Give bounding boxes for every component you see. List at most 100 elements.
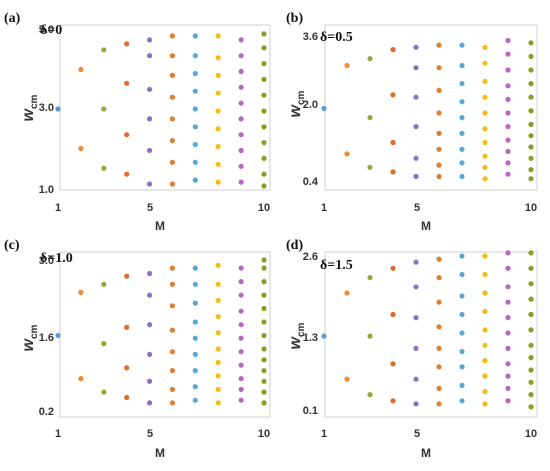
x-tick-10-d: 10 [525, 428, 537, 440]
data-point-c-m9-9 [238, 279, 244, 285]
data-point-b-m8-4 [482, 126, 488, 132]
data-point-c-m10-0 [261, 400, 267, 406]
data-point-c-m6-2 [169, 368, 175, 374]
data-point-b-m8-8 [482, 60, 488, 66]
data-point-a-m7-1 [192, 159, 198, 165]
data-point-d-m6-2 [436, 364, 442, 370]
data-point-b-m9-7 [505, 83, 511, 89]
data-point-a-m6-4 [169, 94, 175, 100]
data-point-d-m3-1 [367, 333, 373, 339]
data-point-c-m10-4 [261, 357, 267, 363]
data-point-b-m8-1 [482, 164, 488, 170]
data-point-d-m9-7 [505, 299, 511, 305]
data-point-a-m8-5 [215, 90, 221, 96]
data-point-c-m5-4 [147, 292, 153, 298]
data-point-c-m10-11 [261, 265, 267, 271]
data-point-a-m8-7 [215, 55, 221, 61]
data-point-c-m4-1 [124, 365, 130, 371]
data-point-a-m7-7 [192, 53, 198, 59]
y-tick-mid-a: 3.0 [39, 102, 54, 114]
data-point-d-m5-5 [413, 259, 419, 265]
data-point-d-m6-6 [436, 275, 442, 281]
data-point-a-m5-3 [147, 86, 153, 92]
data-point-d-m8-3 [482, 358, 488, 364]
data-point-c-m6-7 [169, 265, 175, 271]
data-point-d-m10-8 [528, 296, 534, 302]
data-point-c-m4-3 [124, 273, 130, 279]
data-point-b-m10-1 [528, 167, 534, 173]
data-point-c-m9-1 [238, 386, 244, 392]
panel-b: (b) δ=0.5 3.6 2.0 0.4 1 5 10 M wcm [286, 11, 538, 233]
data-point-c-m7-8 [192, 265, 198, 271]
y-tick-bottom-a: 1.0 [39, 184, 54, 196]
y-tick-mid-b: 2.0 [303, 99, 318, 111]
data-point-b-m7-6 [459, 81, 465, 87]
data-point-b-m10-4 [528, 133, 534, 139]
data-point-a-m10-8 [261, 61, 267, 67]
data-point-c-m8-4 [215, 346, 221, 352]
y-tick-top-d: 2.6 [303, 251, 318, 263]
svg-text:wcm: wcm [287, 90, 307, 117]
data-point-a-m1-0 [55, 106, 61, 112]
y-tick-mid-c: 1.6 [39, 332, 54, 344]
data-point-a-m5-2 [147, 116, 153, 122]
x-axis-title-b: M [421, 219, 431, 233]
scatter-marks-b [321, 37, 534, 182]
data-point-c-m10-9 [261, 292, 267, 298]
data-point-c-m7-2 [192, 368, 198, 374]
data-point-b-m8-5 [482, 110, 488, 116]
x-axis-title-c: M [155, 446, 165, 460]
data-point-d-m9-9 [505, 265, 511, 271]
data-point-c-m6-3 [169, 349, 175, 355]
data-point-a-m4-2 [124, 80, 130, 86]
scatter-marks-d [321, 250, 534, 410]
data-point-c-m8-2 [215, 373, 221, 379]
data-point-d-m8-6 [482, 308, 488, 314]
plot-frame-b [324, 24, 538, 191]
data-point-c-m2-0 [78, 376, 84, 382]
data-point-c-m9-2 [238, 376, 244, 382]
data-point-b-m6-0 [436, 173, 442, 180]
data-point-d-m10-11 [528, 250, 534, 256]
data-point-b-m9-10 [505, 37, 511, 44]
data-point-c-m3-2 [101, 281, 107, 287]
data-point-a-m9-4 [238, 116, 244, 122]
data-point-c-m10-2 [261, 378, 267, 384]
y-axis-title-c: wcm [20, 324, 40, 351]
data-point-d-m2-1 [344, 290, 350, 296]
data-point-b-m10-11 [528, 40, 534, 46]
data-point-d-m7-2 [459, 364, 465, 370]
data-point-c-m10-5 [261, 346, 267, 352]
data-point-d-m2-0 [344, 376, 350, 382]
data-point-a-m10-7 [261, 76, 267, 82]
data-point-b-m9-6 [505, 96, 511, 102]
data-point-b-m10-6 [528, 108, 534, 114]
data-point-b-m8-6 [482, 94, 488, 100]
x-tick-10-c: 10 [258, 428, 270, 440]
y-tick-top-b: 3.6 [303, 31, 318, 43]
data-point-b-m6-1 [436, 162, 442, 168]
data-point-c-m2-1 [78, 289, 84, 295]
data-point-c-m4-2 [124, 324, 130, 330]
data-point-b-m9-2 [505, 148, 511, 155]
data-point-c-m7-3 [192, 351, 198, 357]
data-point-a-m10-1 [261, 171, 267, 177]
data-point-a-m7-4 [192, 106, 198, 112]
plot-frame-a [59, 24, 271, 191]
data-point-a-m7-3 [192, 124, 198, 130]
data-point-b-m7-1 [459, 160, 465, 166]
data-point-a-m6-0 [169, 181, 175, 187]
data-point-c-m5-5 [147, 270, 153, 277]
data-point-a-m7-8 [192, 33, 198, 39]
data-point-b-m5-1 [413, 155, 419, 161]
data-point-b-m10-9 [528, 67, 534, 73]
y-axis-title-a: wcm [20, 94, 40, 121]
data-point-a-m10-4 [261, 124, 267, 130]
x-tick-10-b: 10 [525, 202, 537, 214]
data-point-b-m4-3 [390, 47, 396, 53]
data-point-b-m4-1 [390, 139, 396, 146]
data-point-a-m8-1 [215, 161, 221, 167]
data-point-b-m9-0 [505, 171, 511, 177]
data-point-b-m2-0 [344, 151, 350, 157]
data-point-b-m6-5 [436, 87, 442, 93]
